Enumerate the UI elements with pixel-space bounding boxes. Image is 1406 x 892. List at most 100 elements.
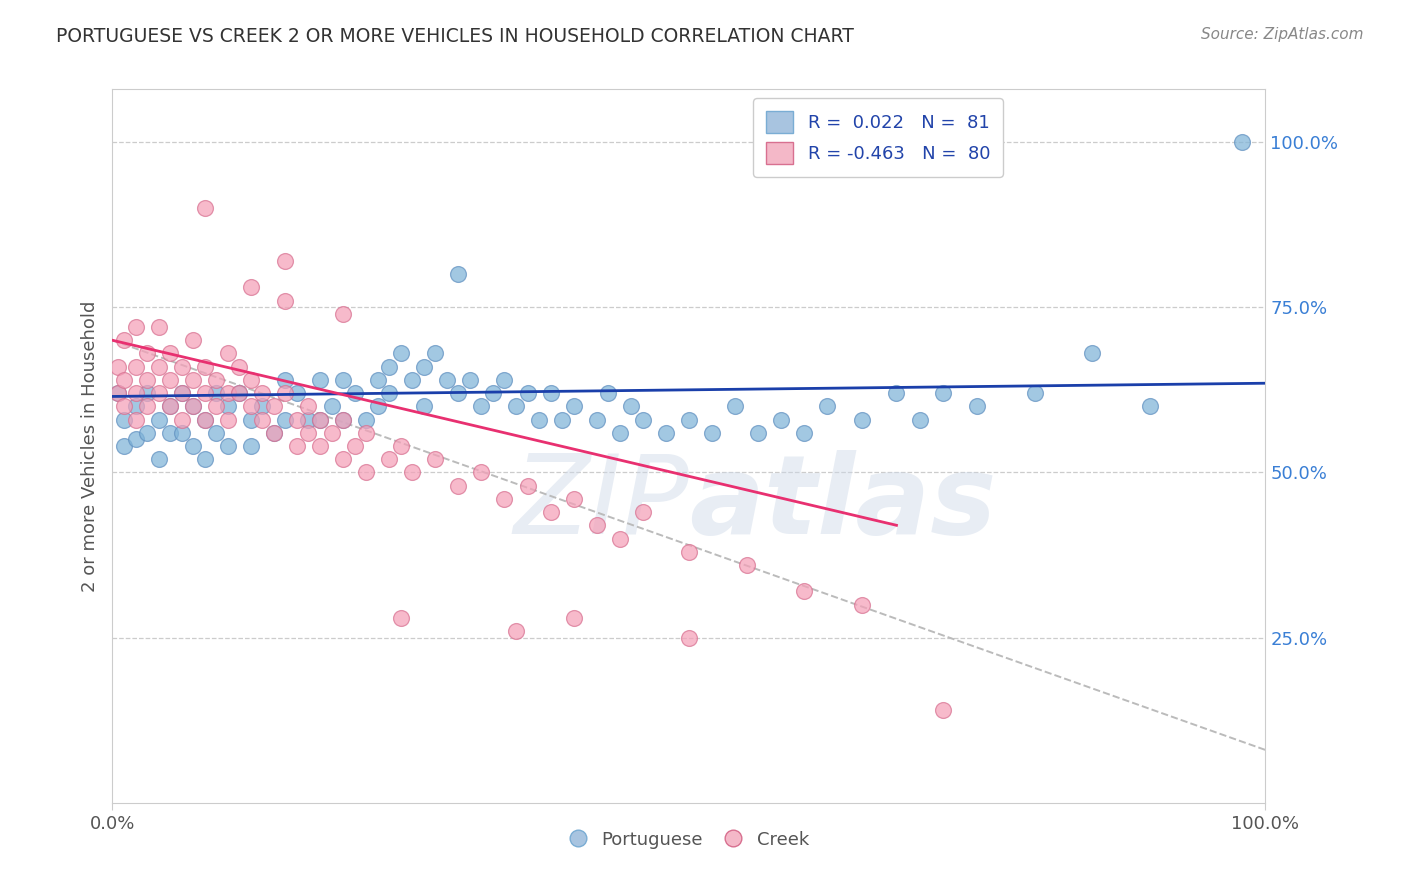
Point	[181, 400, 204, 414]
Point	[112, 412, 135, 426]
Point	[447, 386, 470, 401]
Point	[309, 412, 332, 426]
Point	[425, 346, 447, 360]
Point	[389, 611, 412, 625]
Point	[112, 439, 135, 453]
Point	[205, 386, 228, 401]
Point	[401, 466, 423, 480]
Point	[239, 373, 262, 387]
Point	[886, 386, 908, 401]
Point	[332, 412, 354, 426]
Point	[562, 400, 585, 414]
Point	[309, 373, 332, 387]
Point	[181, 400, 204, 414]
Point	[793, 584, 815, 599]
Point	[332, 412, 354, 426]
Point	[239, 280, 262, 294]
Point	[770, 412, 793, 426]
Point	[609, 425, 631, 440]
Point	[239, 400, 262, 414]
Point	[136, 400, 159, 414]
Point	[724, 400, 747, 414]
Point	[274, 254, 297, 268]
Point	[378, 452, 401, 467]
Point	[228, 359, 250, 374]
Point	[631, 412, 654, 426]
Point	[124, 386, 146, 401]
Point	[447, 267, 470, 281]
Point	[585, 412, 607, 426]
Point	[735, 558, 758, 572]
Point	[494, 491, 516, 506]
Point	[309, 439, 332, 453]
Point	[107, 359, 129, 374]
Point	[170, 412, 193, 426]
Point	[136, 386, 159, 401]
Point	[378, 386, 401, 401]
Point	[124, 412, 146, 426]
Point	[389, 346, 412, 360]
Point	[540, 505, 562, 519]
Point	[159, 400, 181, 414]
Point	[252, 412, 274, 426]
Point	[124, 400, 146, 414]
Point	[343, 386, 366, 401]
Point	[562, 491, 585, 506]
Point	[321, 400, 343, 414]
Point	[678, 631, 700, 645]
Point	[124, 320, 146, 334]
Point	[217, 386, 239, 401]
Point	[263, 400, 285, 414]
Point	[205, 425, 228, 440]
Point	[367, 373, 389, 387]
Point	[562, 611, 585, 625]
Point	[194, 452, 217, 467]
Point	[1081, 346, 1104, 360]
Point	[297, 412, 319, 426]
Point	[747, 425, 769, 440]
Point	[217, 400, 239, 414]
Point	[378, 359, 401, 374]
Point	[527, 412, 550, 426]
Point	[285, 386, 308, 401]
Point	[181, 333, 204, 347]
Point	[136, 373, 159, 387]
Point	[609, 532, 631, 546]
Point	[194, 386, 217, 401]
Point	[1139, 400, 1161, 414]
Point	[447, 478, 470, 492]
Point	[851, 412, 873, 426]
Point	[620, 400, 643, 414]
Point	[170, 359, 193, 374]
Point	[425, 452, 447, 467]
Point	[136, 346, 159, 360]
Point	[332, 452, 354, 467]
Point	[263, 425, 285, 440]
Point	[228, 386, 250, 401]
Point	[274, 373, 297, 387]
Point	[148, 386, 170, 401]
Point	[851, 598, 873, 612]
Point	[136, 425, 159, 440]
Text: PORTUGUESE VS CREEK 2 OR MORE VEHICLES IN HOUSEHOLD CORRELATION CHART: PORTUGUESE VS CREEK 2 OR MORE VEHICLES I…	[56, 27, 853, 45]
Point	[274, 412, 297, 426]
Point	[217, 439, 239, 453]
Point	[815, 400, 838, 414]
Text: Source: ZipAtlas.com: Source: ZipAtlas.com	[1201, 27, 1364, 42]
Point	[112, 373, 135, 387]
Point	[274, 293, 297, 308]
Point	[285, 412, 308, 426]
Point	[148, 452, 170, 467]
Point	[516, 478, 538, 492]
Point	[412, 400, 434, 414]
Point	[793, 425, 815, 440]
Point	[285, 439, 308, 453]
Point	[931, 703, 953, 717]
Point	[966, 400, 988, 414]
Point	[239, 412, 262, 426]
Point	[228, 386, 250, 401]
Point	[107, 386, 129, 401]
Point	[194, 412, 217, 426]
Point	[274, 386, 297, 401]
Point	[170, 425, 193, 440]
